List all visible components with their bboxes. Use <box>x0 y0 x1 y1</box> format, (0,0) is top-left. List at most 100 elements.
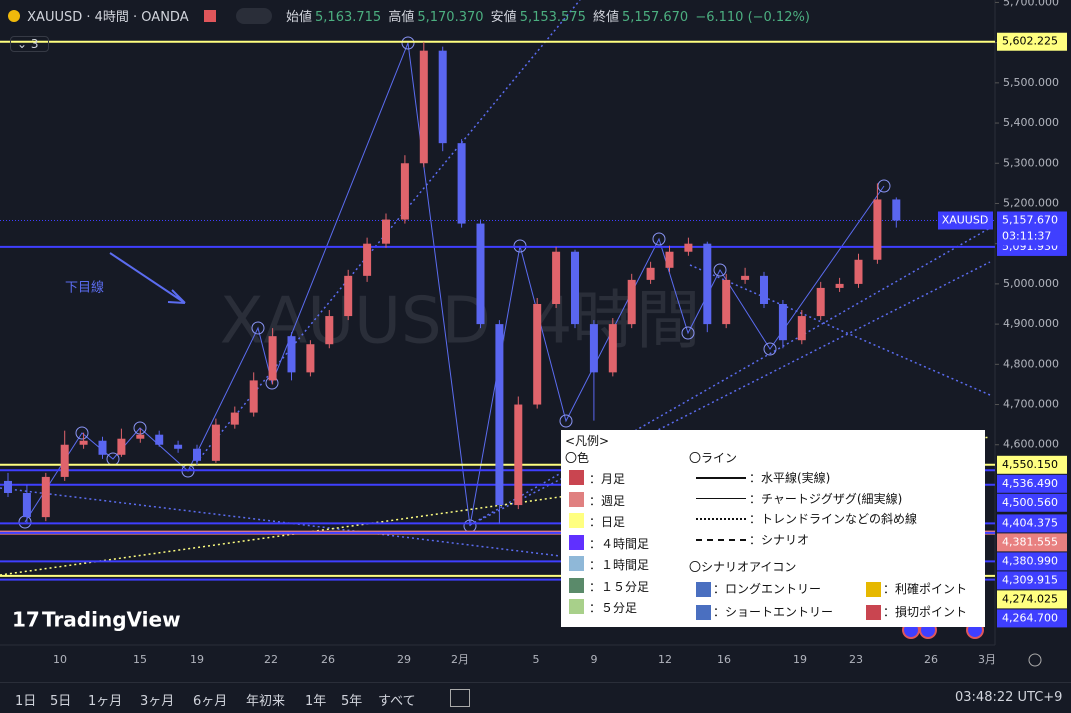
y-tick-label: 5,300.000 <box>1003 156 1059 169</box>
candle-body <box>155 434 164 445</box>
legend-item: ：水平線(実線) <box>749 471 831 485</box>
range-button[interactable]: 年初来 <box>246 694 286 709</box>
y-tick-label: 5,000.000 <box>1003 277 1059 290</box>
y-tick-label: 4,900.000 <box>1003 317 1059 330</box>
legend-item: ：４時間足 <box>589 536 650 551</box>
last-price-label: 5,157.670 <box>1002 213 1058 226</box>
icon <box>866 582 881 597</box>
swing-point <box>75 426 89 440</box>
x-tick-label: 3月 <box>978 653 996 666</box>
candle-body <box>249 380 258 413</box>
clock: 03:48:22 UTC+9 <box>955 690 1063 705</box>
swing-point <box>401 36 415 50</box>
level-label-bg <box>997 590 1067 609</box>
x-tick-label: 26 <box>924 653 938 666</box>
x-tick-label: 23 <box>849 653 863 666</box>
range-button[interactable]: すべて <box>378 694 416 709</box>
header: XAUUSD · 4時間 · OANDA 始値 5,163.715 高値 5,170… <box>8 6 813 52</box>
range-button[interactable]: 5年 <box>341 694 363 709</box>
y-tick-label: 4,700.000 <box>1003 398 1059 411</box>
status <box>235 8 272 24</box>
range-button[interactable]: 5日 <box>50 694 72 709</box>
legend-item: ：ロングエントリー <box>713 582 822 596</box>
legend-item: ：損切ポイント <box>883 605 968 619</box>
swing-point <box>877 179 891 193</box>
level-label-bg <box>997 32 1067 51</box>
level-label: 4,264.700 <box>1002 611 1058 624</box>
level-label: 4,536.490 <box>1002 477 1058 490</box>
legend-item: ：トレンドラインなどの斜め線 <box>749 512 918 526</box>
candle-body <box>136 434 145 439</box>
open-label: 始値 <box>286 10 313 25</box>
legend-section: 〇色 <box>565 451 590 465</box>
range-button[interactable]: 1日 <box>15 694 37 709</box>
level-label: 5,602.225 <box>1002 35 1058 48</box>
swatch <box>569 491 584 507</box>
level-label: 4,381.555 <box>1002 535 1058 548</box>
candle-body <box>4 480 12 493</box>
candle-body <box>117 438 126 455</box>
level-label-bg <box>997 493 1067 512</box>
symbol-tag: XAUUSD <box>942 213 989 226</box>
candle-body <box>363 243 372 276</box>
swatch <box>569 577 584 593</box>
candle-body <box>344 275 353 317</box>
line-sample <box>696 497 746 499</box>
range-button[interactable]: 3ヶ月 <box>140 694 175 709</box>
candle-body <box>571 251 579 325</box>
level-label-bg <box>997 609 1067 628</box>
candle-body <box>589 324 598 373</box>
flag[interactable] <box>203 10 216 22</box>
date-range-icon[interactable] <box>450 689 470 707</box>
settings-icon[interactable] <box>1028 653 1042 667</box>
level-label: 4,309.915 <box>1002 573 1058 586</box>
low: 5,153.575 <box>519 10 586 25</box>
toolbar: 1日 5日 1ヶ月 3ヶ月 6ヶ月 年初来 1年 5年 すべて 03:48:22 UTC+9 <box>0 682 1071 713</box>
y-tick-label: 4,600.000 <box>1003 438 1059 451</box>
level-label-bg <box>997 552 1067 571</box>
x-tick-label: 10 <box>53 653 67 666</box>
y-tick-label: 5,200.000 <box>1003 196 1059 209</box>
collapse-count: 3 <box>30 37 39 51</box>
trend-line <box>0 436 991 576</box>
level-label: 4,274.025 <box>1002 592 1058 605</box>
candle-body <box>627 279 636 325</box>
legend-item: ：５分足 <box>589 601 638 615</box>
candle-body <box>419 50 428 164</box>
legend-item: ：１時間足 <box>589 558 650 572</box>
candle-body <box>684 243 693 252</box>
last-price-bg <box>997 211 1067 246</box>
candle-body <box>873 199 882 260</box>
legend-item: ：月足 <box>589 472 626 486</box>
candle-body <box>835 283 844 288</box>
x-tick-label: 5 <box>533 653 540 666</box>
candle-body <box>268 336 277 381</box>
range-button[interactable]: 1年 <box>305 694 327 709</box>
x-tick-label: 9 <box>591 653 598 666</box>
high-label: 高値 <box>388 10 415 25</box>
line-sample <box>696 477 746 479</box>
candle-body <box>608 324 617 373</box>
candle-body <box>79 440 88 445</box>
x-tick-label: 15 <box>133 653 147 666</box>
candle-body <box>382 219 390 244</box>
legend-item: ：シナリオ <box>749 532 810 547</box>
swing-point <box>652 232 666 246</box>
range-button[interactable]: 1ヶ月 <box>88 694 123 709</box>
level-label-bg <box>997 514 1067 533</box>
candle-body <box>495 324 504 506</box>
candle-body <box>533 304 542 405</box>
candle-body <box>797 316 806 341</box>
swing-point <box>251 321 265 335</box>
swing-point <box>763 342 777 356</box>
x-tick-label: 2月 <box>451 653 469 666</box>
line-sample <box>696 518 746 520</box>
candle-body <box>854 259 863 284</box>
range-button[interactable]: 6ヶ月 <box>193 694 228 709</box>
x-tick-label: 22 <box>264 653 278 666</box>
collapse-button[interactable]: ⌄ 3 <box>10 36 49 52</box>
candle-body <box>438 50 447 144</box>
low-label: 安値 <box>490 10 517 25</box>
watermark: XAUUSD, 4時間 <box>220 285 701 359</box>
